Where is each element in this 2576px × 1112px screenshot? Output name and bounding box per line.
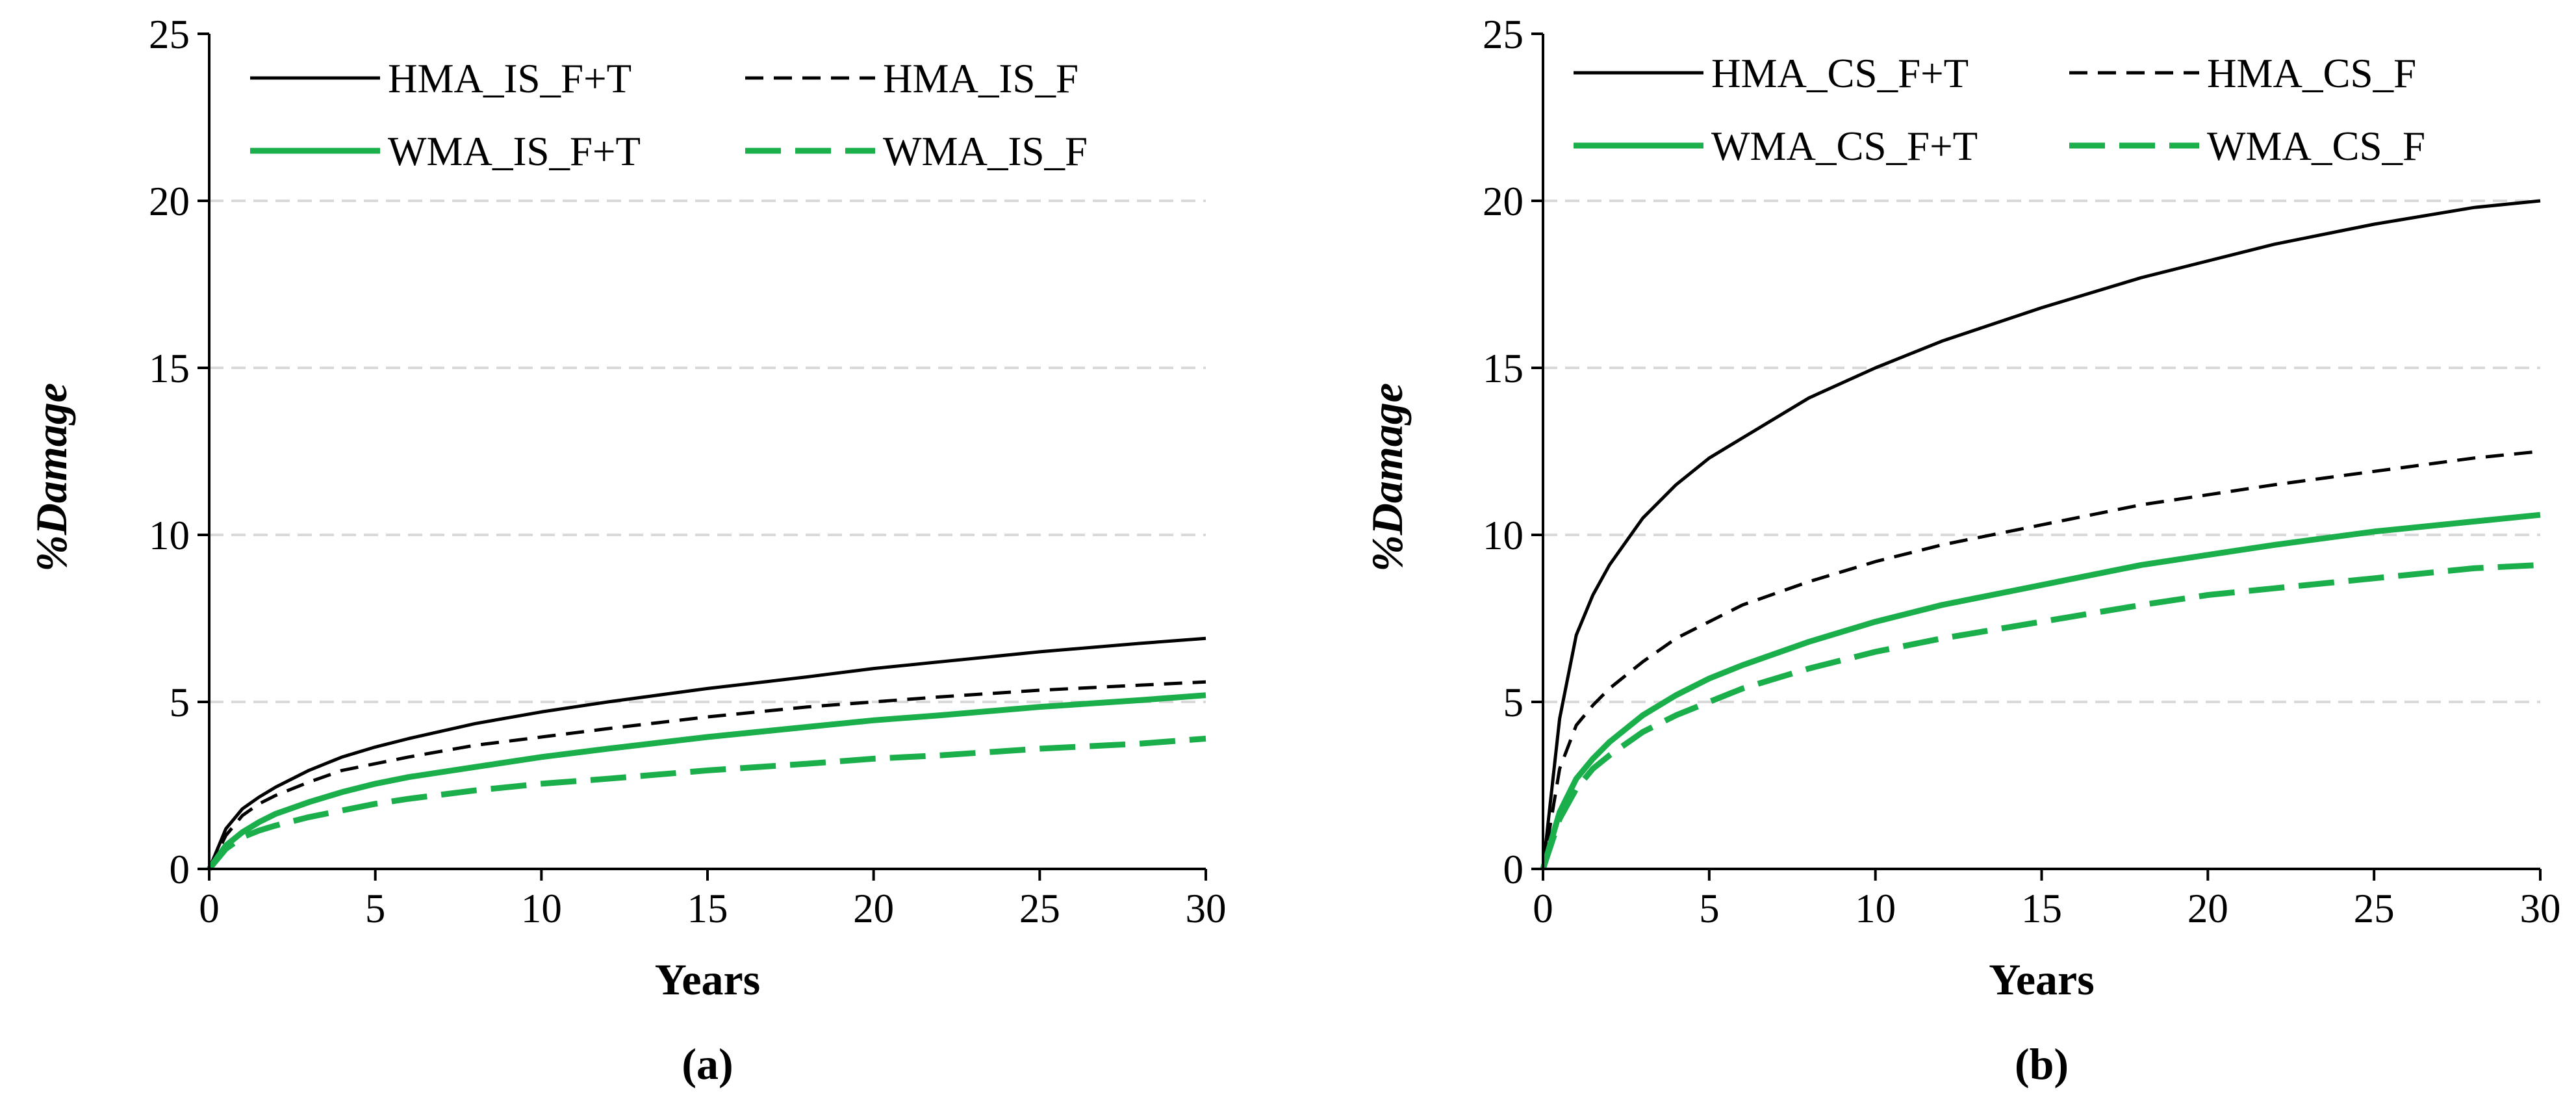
y-tick-label: 0	[1503, 847, 1524, 892]
legend-item: WMA_CS_F	[2069, 123, 2425, 169]
legend-item: WMA_CS_F+T	[1574, 123, 1978, 169]
x-tick-label: 15	[687, 886, 728, 931]
x-tick-label: 10	[1855, 886, 1896, 931]
legend-label: WMA_IS_F	[883, 129, 1088, 174]
series-line-hma-is-f	[207, 680, 1206, 870]
legend-item: WMA_IS_F	[745, 129, 1088, 174]
y-tick-label: 5	[170, 680, 190, 725]
series-line-wma-is-f-t	[207, 692, 1206, 871]
x-tick-label: 20	[2187, 886, 2228, 931]
y-tick-label: 10	[149, 513, 190, 558]
legend: HMA_CS_F+T HMA_CS_F WMA_CS_F+T WMA_CS_F	[1574, 51, 2425, 169]
chart-panel-b: 0 5 10 15 20 25 30 0 5 10 15 20 25 Years %Damage (b)…	[1362, 12, 2561, 1089]
x-tick-label: 25	[2354, 886, 2395, 931]
y-tick-label: 15	[1483, 346, 1524, 391]
y-tick-label: 25	[1483, 12, 1524, 57]
series-group	[207, 636, 1206, 871]
x-axis-title: Years	[655, 955, 760, 1004]
legend-label: HMA_CS_F+T	[1711, 51, 1969, 96]
series-line-wma-is-f	[207, 736, 1206, 871]
y-tick-label: 25	[149, 12, 190, 57]
x-tick-label: 25	[1019, 886, 1060, 931]
legend-item: HMA_CS_F	[2069, 51, 2416, 96]
legend-label: WMA_IS_F+T	[388, 129, 641, 174]
legend-label: WMA_CS_F+T	[1711, 123, 1978, 169]
x-tick-label: 0	[199, 886, 220, 931]
x-tick-label: 0	[1533, 886, 1553, 931]
y-tick-label: 15	[149, 346, 190, 391]
x-tick-label: 30	[2520, 886, 2561, 931]
y-axis-title: %Damage	[27, 383, 76, 572]
legend: HMA_IS_F+T HMA_IS_F WMA_IS_F+T WMA_IS_F	[250, 56, 1088, 174]
legend-label: HMA_CS_F	[2207, 51, 2416, 96]
x-axis-title: Years	[1989, 955, 2094, 1004]
y-tick-label: 5	[1503, 680, 1524, 725]
series-line-hma-is-f-t	[207, 636, 1206, 870]
series-line-wma-cs-f-t	[1540, 511, 2541, 870]
gridlines	[1543, 200, 2540, 703]
series-line-wma-cs-f	[1540, 562, 2541, 870]
legend-item: HMA_IS_F	[745, 56, 1078, 101]
y-tick-label: 20	[149, 179, 190, 224]
legend-label: HMA_IS_F+T	[388, 56, 631, 101]
legend-item: HMA_IS_F+T	[250, 56, 631, 101]
x-tick-label: 5	[1699, 886, 1720, 931]
tick-labels: 0 5 10 15 20 25 30 0 5 10 15 20 25	[149, 12, 1227, 931]
x-tick-label: 5	[365, 886, 386, 931]
x-tick-label: 15	[2021, 886, 2062, 931]
legend-item: WMA_IS_F+T	[250, 129, 641, 174]
x-tick-label: 10	[521, 886, 562, 931]
gridlines	[209, 200, 1206, 703]
y-tick-label: 0	[170, 847, 190, 892]
panel-caption: (a)	[682, 1039, 733, 1089]
x-tick-label: 30	[1186, 886, 1227, 931]
series-line-hma-cs-f	[1541, 450, 2541, 870]
tick-labels: 0 5 10 15 20 25 30 0 5 10 15 20 25	[1483, 12, 2561, 931]
legend-item: HMA_CS_F+T	[1574, 51, 1969, 96]
y-axis-title: %Damage	[1362, 383, 1412, 572]
y-tick-label: 10	[1483, 513, 1524, 558]
legend-label: WMA_CS_F	[2207, 123, 2425, 169]
legend-label: HMA_IS_F	[883, 56, 1078, 101]
x-tick-label: 20	[853, 886, 894, 931]
series-group	[1540, 199, 2541, 870]
series-line-hma-cs-f-t	[1541, 199, 2541, 870]
chart-panel-a: 0 5 10 15 20 25 30 0 5 10 15 20 25 Years %Damage (a)…	[27, 12, 1227, 1089]
panel-caption: (b)	[2015, 1039, 2069, 1089]
y-tick-label: 20	[1483, 179, 1524, 224]
